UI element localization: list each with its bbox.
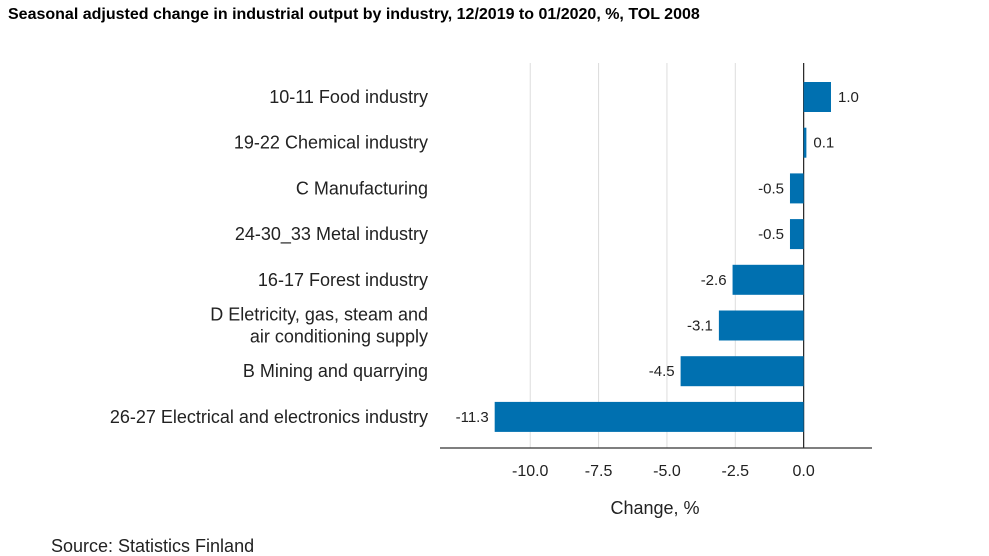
data-label: -3.1 [687, 318, 713, 335]
bar [789, 219, 804, 250]
data-label: -4.5 [649, 363, 675, 380]
chart-title: Seasonal adjusted change in industrial o… [8, 6, 700, 23]
bar [789, 173, 804, 204]
bar [803, 127, 807, 158]
data-label: -2.6 [701, 272, 727, 289]
x-axis-label: Change, % [610, 498, 699, 518]
category-label: D Eletricity, gas, steam and [210, 305, 428, 325]
category-label: 16-17 Forest industry [258, 270, 428, 290]
data-label: 1.0 [838, 89, 859, 106]
category-label: 10-11 Food industry [269, 87, 428, 107]
category-label: 24-30_33 Metal industry [235, 224, 428, 245]
category-label: 19-22 Chemical industry [234, 133, 428, 153]
bar [803, 82, 831, 112]
bar [494, 401, 804, 432]
category-label: 26-27 Electrical and electronics industr… [110, 407, 428, 427]
bar [718, 310, 804, 341]
x-tick-label: -2.5 [722, 463, 750, 480]
category-label: air conditioning supply [250, 327, 428, 347]
x-tick-label: -10.0 [512, 463, 549, 480]
data-label: 0.1 [813, 135, 834, 152]
x-tick-label: -5.0 [653, 463, 681, 480]
category-label: B Mining and quarrying [243, 361, 428, 381]
data-label: -0.5 [758, 180, 784, 197]
data-label: -0.5 [758, 226, 784, 243]
data-label: -11.3 [456, 409, 489, 426]
category-label: C Manufacturing [296, 178, 428, 198]
x-tick-label: 0.0 [793, 463, 815, 480]
bar [732, 264, 804, 295]
source-note: Source: Statistics Finland [51, 536, 254, 556]
x-tick-label: -7.5 [585, 463, 613, 480]
bar [680, 356, 804, 387]
